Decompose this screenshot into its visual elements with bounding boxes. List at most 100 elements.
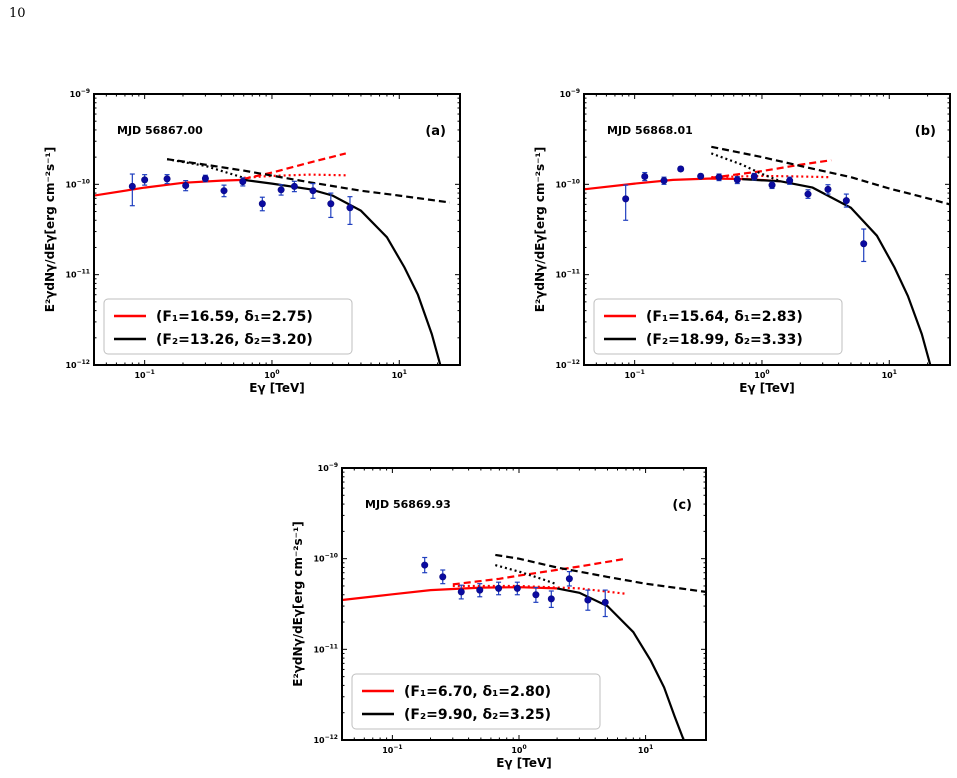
data-point (163, 174, 171, 185)
x-axis-title: Eγ [TeV] (739, 381, 795, 395)
red-solid-curve (94, 178, 244, 197)
y-tick-label: 10−10 (65, 178, 90, 189)
data-point (457, 584, 465, 600)
point-marker (715, 173, 723, 181)
point-marker (141, 176, 149, 184)
x-tick-label: 101 (882, 369, 897, 380)
point-marker (277, 186, 285, 194)
point-marker (768, 181, 776, 189)
legend-box (103, 298, 353, 355)
legend-entry: (F₁=16.59, δ₁=2.75) (156, 309, 313, 325)
data-point (476, 583, 484, 598)
data-point (513, 581, 521, 596)
data-point (309, 182, 317, 199)
data-point (532, 586, 540, 603)
legend-box (351, 673, 601, 730)
panel-label: (c) (672, 498, 692, 513)
data-point (346, 196, 354, 226)
y-tick-label: 10−12 (555, 359, 580, 370)
panel-label: (b) (915, 124, 936, 139)
data-point (547, 590, 555, 609)
data-point (824, 184, 832, 195)
y-tick-label: 10−12 (65, 359, 90, 370)
y-tick-label: 10−9 (318, 462, 338, 473)
black-dashed-curve (711, 145, 950, 206)
point-marker (750, 173, 758, 181)
x-tick-label: 101 (638, 744, 653, 755)
point-marker (733, 176, 741, 184)
legend-entry: (F₁=15.64, δ₁=2.83) (646, 309, 803, 325)
point-marker (421, 561, 429, 569)
data-point (660, 176, 668, 185)
mjd-annotation: MJD 56869.93 (365, 498, 451, 511)
red-dashed-curve (711, 159, 832, 179)
y-tick-label: 10−9 (70, 88, 90, 99)
point-marker (290, 182, 298, 190)
black-dotted-curve (710, 152, 782, 183)
data-point (750, 172, 758, 181)
point-marker (660, 177, 668, 185)
point-marker (677, 165, 685, 173)
data-point (439, 569, 447, 585)
x-tick-label: 10−1 (134, 369, 154, 380)
data-point (768, 181, 776, 190)
data-point (495, 581, 503, 596)
data-point (715, 173, 723, 182)
data-point (128, 173, 136, 207)
y-tick-label: 10−10 (555, 178, 580, 189)
point-marker (327, 200, 335, 208)
data-point (290, 180, 298, 193)
point-marker (495, 584, 503, 592)
data-point (733, 175, 741, 185)
data-point (697, 172, 705, 180)
point-marker (532, 591, 540, 599)
black-dotted-curve (495, 564, 558, 586)
x-tick-label: 101 (392, 369, 407, 380)
point-marker (601, 598, 609, 606)
legend: (F₁=6.70, δ₁=2.80) (F₂=9.90, δ₂=3.25) (351, 673, 601, 730)
y-tick-label: 10−11 (555, 269, 580, 280)
point-marker (804, 190, 812, 198)
point-marker (565, 575, 573, 583)
point-marker (182, 182, 190, 190)
chart-panel-a: 10−1 100 101 10−12 10−11 10−10 10−9 MJD 56867.0… (43, 88, 461, 395)
data-point (860, 228, 868, 263)
data-point (601, 589, 609, 618)
mjd-annotation: MJD 56867.00 (117, 124, 203, 137)
point-marker (697, 172, 705, 180)
data-point (677, 165, 685, 173)
point-marker (842, 197, 850, 205)
legend-entry: (F₂=18.99, δ₂=3.33) (646, 332, 803, 348)
legend-entry: (F₂=9.90, δ₂=3.25) (404, 707, 551, 723)
data-point (421, 556, 429, 574)
point-marker (513, 584, 521, 592)
data-point (565, 571, 573, 587)
data-point (622, 184, 630, 221)
x-axis-title: Eγ [TeV] (249, 381, 305, 395)
data-point (842, 193, 850, 208)
point-marker (128, 182, 136, 190)
data-point (141, 174, 149, 186)
y-tick-label: 10−9 (560, 88, 580, 99)
plot-frame (583, 93, 951, 366)
panel-label: (a) (425, 124, 446, 139)
data-point (327, 192, 335, 219)
red-dotted-curve (711, 174, 832, 179)
x-tick-label: 100 (511, 744, 526, 755)
black-solid-curve (556, 587, 685, 740)
y-tick-label: 10−11 (313, 643, 338, 654)
chart-panel-b: 10−1 100 101 10−12 10−11 10−10 10−9 MJD 56868.0… (533, 88, 951, 395)
point-marker (860, 240, 868, 248)
data-point (584, 589, 592, 611)
legend: (F₁=15.64, δ₁=2.83) (F₂=18.99, δ₂=3.33) (593, 298, 843, 355)
red-dotted-curve (452, 584, 627, 595)
data-point (201, 174, 209, 183)
y-axis-title: E²γdNγ/dEγ[erg cm⁻²s⁻¹] (43, 147, 57, 313)
point-marker (622, 195, 630, 203)
red-solid-curve (342, 586, 558, 602)
point-marker (201, 175, 209, 183)
data-point (220, 184, 228, 198)
red-dashed-curve (452, 557, 627, 586)
black-dashed-curve (495, 553, 706, 593)
